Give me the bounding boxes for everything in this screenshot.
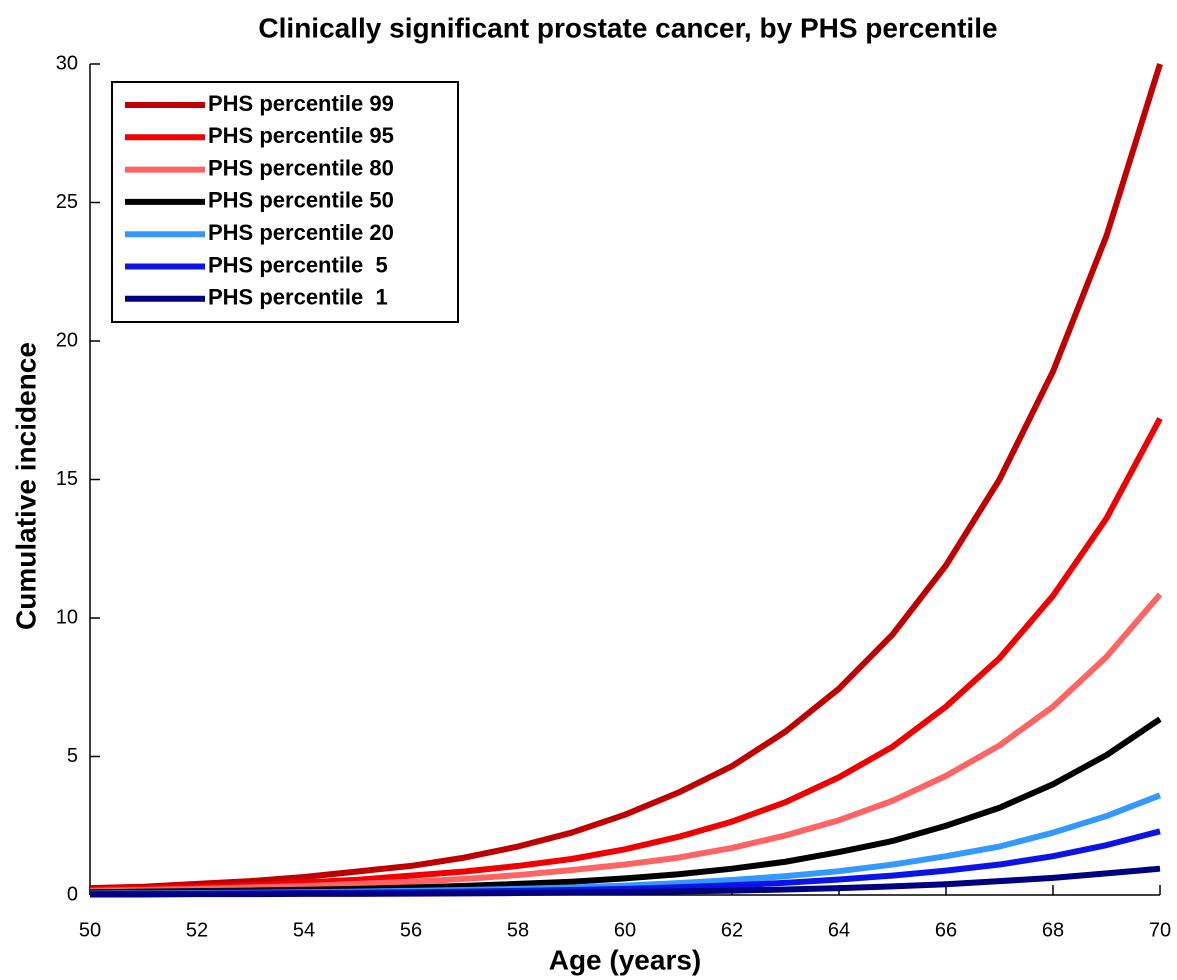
x-tick-label: 50	[79, 919, 101, 941]
y-tick-label: 20	[56, 329, 78, 351]
legend-label: PHS percentile 5	[208, 252, 388, 277]
x-tick-label: 68	[1042, 919, 1064, 941]
x-axis-label: Age (years)	[549, 944, 702, 975]
x-tick-label: 60	[614, 919, 636, 941]
x-tick-label: 62	[721, 919, 743, 941]
y-tick-label: 0	[67, 883, 78, 905]
y-axis-label: Cumulative incidence	[10, 342, 41, 630]
x-tick-label: 66	[935, 919, 957, 941]
y-tick-label: 10	[56, 606, 78, 628]
legend-label: PHS percentile 80	[208, 155, 394, 180]
x-tick-label: 64	[828, 919, 850, 941]
x-tick-label: 58	[507, 919, 529, 941]
legend-label: PHS percentile 1	[208, 285, 388, 310]
y-tick-label: 30	[56, 52, 78, 74]
y-tick-label: 15	[56, 468, 78, 490]
x-tick-label: 70	[1149, 919, 1171, 941]
data-line	[89, 63, 1163, 892]
data-line	[89, 417, 1163, 893]
y-tick-label: 5	[67, 745, 78, 767]
data-line	[90, 865, 1161, 898]
legend-label: PHS percentile 50	[208, 188, 394, 213]
legend-label: PHS percentile 95	[208, 123, 394, 148]
x-tick-label: 52	[186, 919, 208, 941]
y-tick-label: 25	[56, 191, 78, 213]
legend-label: PHS percentile 20	[208, 220, 394, 245]
x-tick-label: 56	[400, 919, 422, 941]
legend-label: PHS percentile 99	[208, 91, 394, 116]
x-tick-label: 54	[293, 919, 315, 941]
data-line	[89, 592, 1163, 894]
chart-title: Clinically significant prostate cancer, …	[258, 12, 997, 43]
